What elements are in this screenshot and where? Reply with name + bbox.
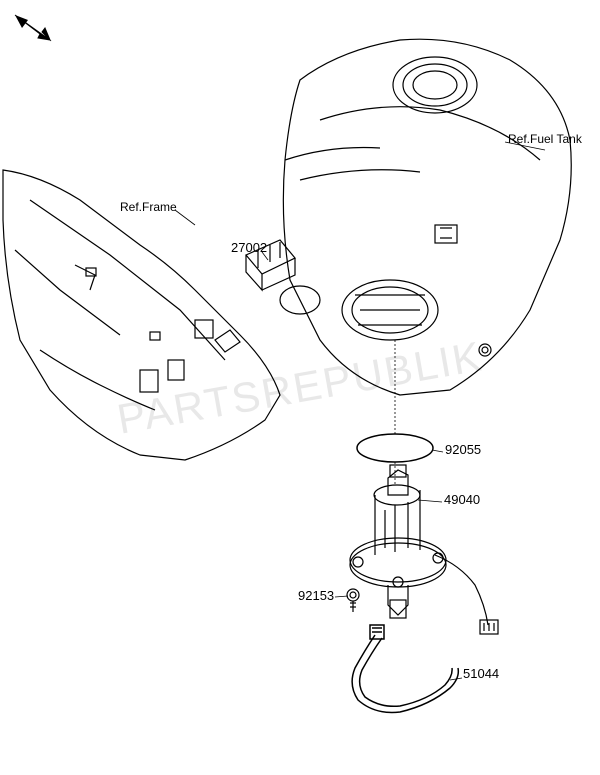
parts-diagram: Ref.Frame Ref.Fuel Tank 27002 92055 4904… xyxy=(0,0,600,775)
diagram-svg xyxy=(0,0,600,775)
part-51044-label: 51044 xyxy=(463,666,499,681)
ref-fuel-tank-label: Ref.Fuel Tank xyxy=(508,132,582,146)
part-92055-label: 92055 xyxy=(445,442,481,457)
ref-frame-label: Ref.Frame xyxy=(120,200,177,214)
part-49040-label: 49040 xyxy=(444,492,480,507)
part-27002-label: 27002 xyxy=(231,240,267,255)
part-92153-label: 92153 xyxy=(298,588,334,603)
